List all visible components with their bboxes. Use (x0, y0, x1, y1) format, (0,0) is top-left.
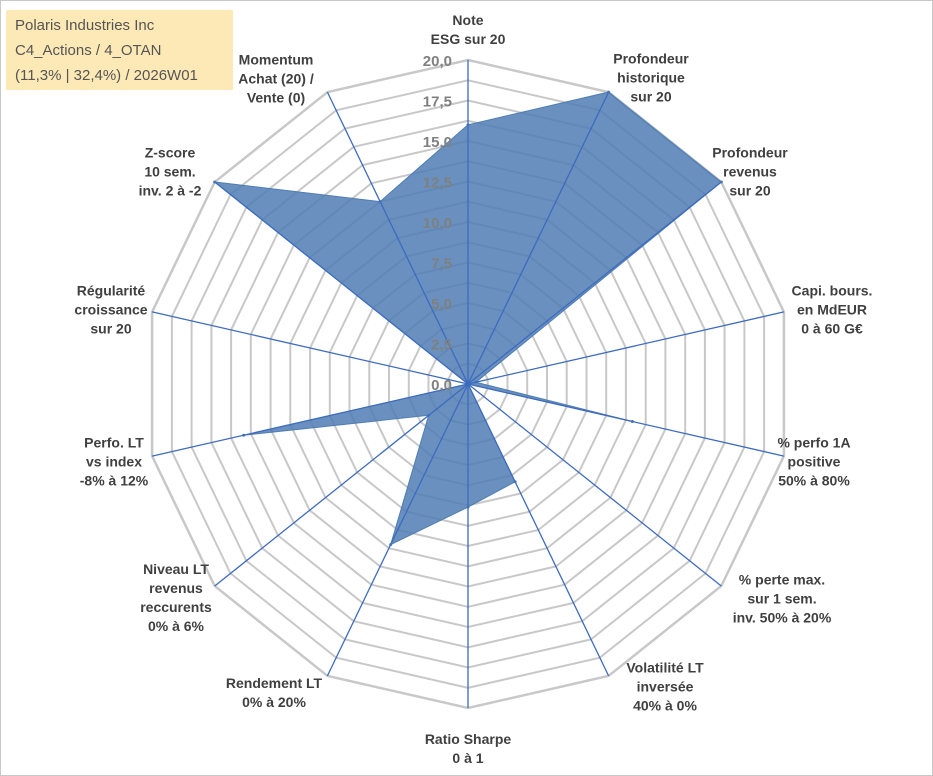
axis-line-12 (214, 181, 469, 385)
axis-label-5: % perte max. sur 1 sem. inv. 50% à 20% (733, 571, 832, 628)
axis-label-0: Note ESG sur 20 (431, 11, 506, 49)
axis-line-11 (151, 311, 469, 385)
axis-line-13 (326, 91, 469, 385)
axis-label-6: Volatilité LT inversée 40% à 0% (626, 659, 703, 716)
axis-line-5 (467, 383, 722, 587)
axis-label-line: vs index (85, 453, 143, 470)
axis-label-8: Rendement LT 0% à 20% (226, 674, 322, 712)
chart-title-box: Polaris Industries Inc C4_Actions / 4_OT… (6, 10, 233, 90)
tick-label: 12,5 (423, 175, 452, 192)
tick-layer: 0,0 2,5 5,0 7,5 10,0 12,5 15,0 17,5 20,0 (423, 53, 452, 394)
axis-line-3 (467, 311, 785, 385)
axis-label-line: inv. 50% à 20% (732, 609, 832, 626)
axis-label-3: Capi. bours. en MdEUR 0 à 60 G€ (792, 282, 873, 339)
axis-label-line: inversée (636, 678, 694, 695)
axis-label-9: Niveau LT revenus reccurents 0% à 6% (140, 560, 212, 636)
axis-label-4: % perfo 1A positive 50% à 80% (777, 434, 850, 491)
axis-line-4 (467, 383, 785, 457)
axis-label-line: Z-score (144, 144, 196, 161)
axis-label-line: historique (617, 69, 685, 86)
axis-label-line: Régularité (76, 282, 146, 299)
axis-label-line: Capi. bours. (791, 282, 873, 299)
axis-label-line: Profondeur (613, 50, 689, 67)
axis-label-line: sur 20 (729, 182, 771, 199)
axis-label-line: sur 20 (90, 320, 132, 337)
axis-label-line: 40% à 0% (633, 697, 697, 714)
title-company: Polaris Industries Inc (15, 17, 155, 34)
axis-label-line: Perfo. LT (84, 434, 144, 451)
axis-label-line: Rendement LT (225, 675, 323, 691)
axis-label-line: 0 à 60 G€ (801, 320, 863, 337)
tick-label: 15,0 (423, 134, 452, 151)
axis-label-11: Régularité croissance sur 20 (74, 282, 147, 339)
axis-label-2: Profondeur revenus sur 20 (712, 144, 787, 201)
axis-label-7: Ratio Sharpe 0 à 1 (425, 730, 511, 768)
tick-label: 20,0 (423, 53, 452, 70)
axis-label-line: 0 à 1 (452, 750, 484, 766)
axis-label-line: sur 20 (630, 88, 672, 105)
axis-label-line: sur 1 sem. (747, 590, 817, 607)
axis-label-line: ESG sur 20 (430, 31, 506, 47)
axis-label-1: Profondeur historique sur 20 (613, 50, 688, 107)
axis-label-12: Z-score 10 sem. inv. 2 à -2 (139, 144, 202, 201)
axis-label-line: Note (452, 12, 484, 28)
axis-label-line: Ratio Sharpe (424, 731, 512, 747)
tick-label: 2,5 (431, 337, 452, 354)
axis-label-line: 50% à 80% (778, 472, 850, 489)
axis-line-8 (326, 383, 469, 677)
axis-label-line: % perte max. (738, 571, 826, 588)
axis-label-line: inv. 2 à -2 (138, 182, 202, 199)
axis-label-line: 0% à 6% (147, 618, 205, 634)
axis-line-9 (214, 383, 469, 587)
axis-label-10: Perfo. LT vs index -8% à 12% (80, 434, 148, 491)
axis-label-line: en MdEUR (797, 301, 867, 318)
axis-label-line: Niveau LT (143, 561, 209, 577)
title-stats-week: (11,3% | 32,4%) / 2026W01 (15, 67, 198, 84)
axis-line-10 (151, 383, 469, 457)
axis-layer (151, 60, 785, 708)
tick-label: 0,0 (431, 377, 452, 394)
tick-label: 17,5 (423, 94, 452, 111)
axis-label-line: % perfo 1A (777, 434, 851, 451)
axis-label-line: revenus (723, 163, 777, 180)
axis-label-line: Momentum (238, 51, 314, 68)
axis-label-line: Profondeur (712, 144, 788, 161)
tick-label: 5,0 (431, 296, 452, 313)
axis-label-line: revenus (149, 580, 203, 596)
axis-line-1 (467, 91, 610, 385)
axis-line-2 (467, 181, 722, 385)
tick-label: 7,5 (431, 256, 452, 273)
axis-label-line: positive (787, 453, 841, 470)
axis-label-line: 0% à 20% (242, 694, 306, 710)
axis-label-line: croissance (74, 301, 148, 318)
axis-label-line: 10 sem. (144, 163, 196, 180)
axis-label-13: Momentum Achat (20) / Vente (0) (238, 51, 313, 108)
axis-label-line: Vente (0) (246, 89, 306, 106)
title-portfolio: C4_Actions / 4_OTAN (15, 42, 162, 59)
axis-label-line: Volatilité LT (626, 659, 704, 676)
tick-label: 10,0 (423, 215, 452, 232)
axis-label-line: reccurents (140, 599, 212, 615)
axis-line-6 (467, 383, 610, 677)
axis-label-line: Achat (20) / (238, 70, 314, 87)
axis-label-line: -8% à 12% (79, 472, 149, 489)
